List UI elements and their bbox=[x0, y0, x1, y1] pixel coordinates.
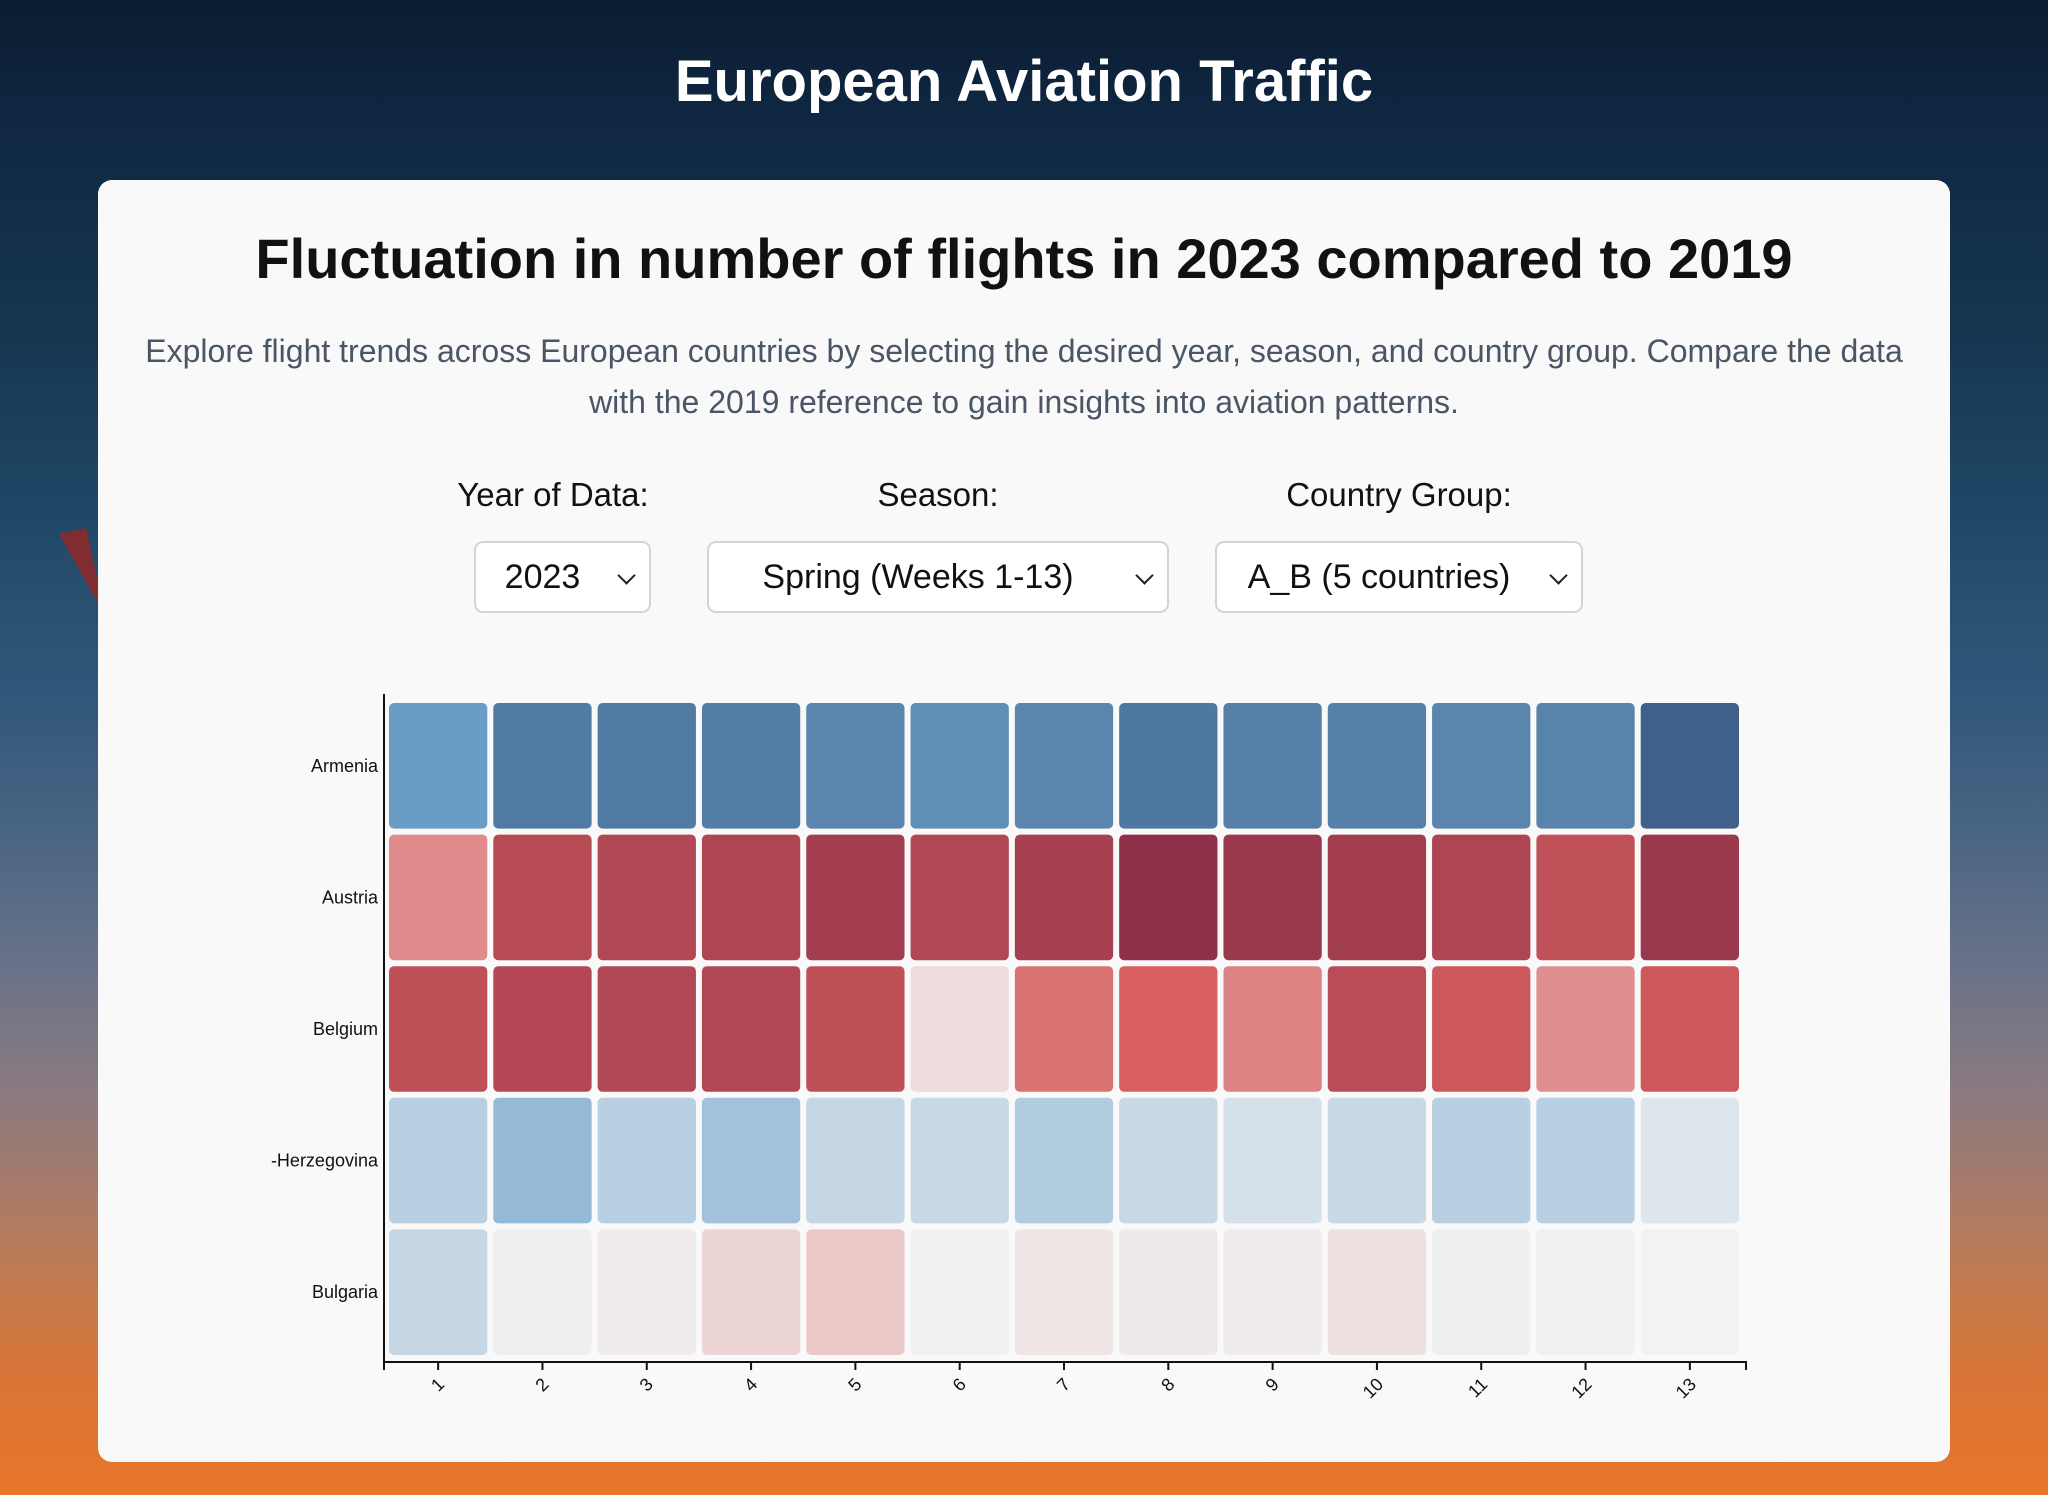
heatmap-chart: Armenia Austria Belgium -Herzegovina Bulgari… bbox=[271, 694, 1747, 1402]
heatmap-cell bbox=[1119, 834, 1218, 961]
x-tick-label: 3 bbox=[636, 1374, 657, 1395]
y-tick-label: -Herzegovina bbox=[271, 1151, 379, 1171]
chart-card: Fluctuation in number of flights in 2023… bbox=[98, 180, 1950, 1462]
heatmap-cell bbox=[1014, 1229, 1114, 1355]
heatmap-cell bbox=[701, 834, 801, 961]
season-select[interactable]: Spring (Weeks 1-13) bbox=[707, 541, 1169, 613]
heatmap-cell bbox=[1640, 966, 1739, 1092]
heatmap-cell bbox=[1223, 1097, 1322, 1224]
heatmap-cell bbox=[493, 966, 592, 1092]
heatmap-cell bbox=[493, 1097, 592, 1224]
heatmap-cell bbox=[1327, 703, 1427, 829]
heatmap-cell bbox=[806, 1097, 905, 1224]
y-tick-label: Belgium bbox=[313, 1019, 378, 1039]
heatmap-cell bbox=[1432, 966, 1531, 1092]
heatmap-cell bbox=[1119, 703, 1218, 829]
heatmap-cell bbox=[1432, 834, 1531, 961]
heatmap-cell bbox=[1536, 1097, 1635, 1224]
heatmap-cell bbox=[597, 966, 696, 1092]
heatmap-cell bbox=[1536, 966, 1635, 1092]
season-label: Season: bbox=[877, 476, 999, 513]
heatmap-cell bbox=[701, 966, 801, 1092]
x-tick-label: 1 bbox=[427, 1374, 448, 1395]
heatmap-cell bbox=[1327, 1097, 1427, 1224]
country-group-select-value: A_B (5 countries) bbox=[1247, 557, 1511, 596]
heatmap-cell bbox=[806, 1229, 905, 1355]
heatmap-cell bbox=[1119, 1229, 1218, 1355]
chart-description: Explore flight trends across European co… bbox=[145, 333, 1903, 420]
heatmap-cell bbox=[389, 1097, 488, 1224]
heatmap-cell bbox=[1223, 966, 1322, 1092]
heatmap-cell bbox=[1014, 834, 1114, 961]
heatmap-cell bbox=[910, 966, 1009, 1092]
heatmap-cell bbox=[1536, 703, 1635, 829]
year-select[interactable]: 2023 bbox=[474, 541, 651, 613]
heatmap-cell bbox=[1432, 1097, 1531, 1224]
heatmap-cell bbox=[1327, 1229, 1427, 1355]
heatmap-cell bbox=[806, 703, 905, 829]
heatmap-cell bbox=[1014, 1097, 1114, 1224]
heatmap-cell bbox=[1223, 834, 1322, 961]
x-tick-label: 7 bbox=[1053, 1374, 1074, 1395]
y-tick-label: Austria bbox=[322, 887, 379, 907]
heatmap-cell bbox=[493, 703, 592, 829]
heatmap-cell bbox=[1432, 1229, 1531, 1355]
year-select-value: 2023 bbox=[504, 557, 581, 596]
heatmap-cell bbox=[1536, 1229, 1635, 1355]
heatmap-cell bbox=[493, 834, 592, 961]
heatmap-cell bbox=[910, 703, 1009, 829]
x-tick-label: 13 bbox=[1672, 1374, 1700, 1402]
season-select-value: Spring (Weeks 1-13) bbox=[762, 557, 1074, 596]
country-group-label: Country Group: bbox=[1286, 476, 1512, 513]
heatmap-cell bbox=[597, 834, 696, 961]
heatmap-cell bbox=[389, 834, 488, 961]
x-tick-label: 10 bbox=[1359, 1374, 1387, 1402]
y-tick-label: Bulgaria bbox=[312, 1282, 379, 1302]
x-tick-label: 8 bbox=[1157, 1374, 1178, 1395]
heatmap-cell bbox=[1014, 966, 1114, 1092]
heatmap-cell bbox=[910, 1229, 1009, 1355]
heatmap-cell bbox=[1640, 834, 1739, 961]
heatmap-cell bbox=[910, 834, 1009, 961]
x-tick-label: 12 bbox=[1567, 1374, 1595, 1402]
heatmap-cell bbox=[806, 834, 905, 961]
heatmap-cell bbox=[701, 703, 801, 829]
heatmap-cell bbox=[701, 1229, 801, 1355]
heatmap-cell bbox=[1432, 703, 1531, 829]
heatmap-cell bbox=[1327, 834, 1427, 961]
x-tick-label: 4 bbox=[740, 1374, 761, 1395]
heatmap-cell bbox=[910, 1097, 1009, 1224]
x-tick-label: 9 bbox=[1262, 1374, 1283, 1395]
heatmap-cell bbox=[1640, 1229, 1739, 1355]
heatmap-cell bbox=[1536, 834, 1635, 961]
heatmap-cell bbox=[597, 703, 696, 829]
heatmap-cell bbox=[1223, 703, 1322, 829]
x-tick-label: 11 bbox=[1464, 1374, 1491, 1401]
chart-title: Fluctuation in number of flights in 2023… bbox=[255, 227, 1793, 290]
heatmap-cell bbox=[389, 703, 488, 829]
x-tick-label: 5 bbox=[844, 1374, 865, 1395]
heatmap-cell bbox=[597, 1229, 696, 1355]
heatmap-cell bbox=[701, 1097, 801, 1224]
heatmap-cell bbox=[1014, 703, 1114, 829]
heatmap-cell bbox=[1640, 1097, 1739, 1224]
x-tick-label: 6 bbox=[949, 1374, 970, 1395]
app-title: European Aviation Traffic bbox=[674, 49, 1374, 114]
year-label: Year of Data: bbox=[457, 476, 649, 513]
country-group-select[interactable]: A_B (5 countries) bbox=[1215, 541, 1583, 613]
heatmap-cell bbox=[493, 1229, 592, 1355]
heatmap-cell bbox=[1327, 966, 1427, 1092]
heatmap-cell bbox=[1119, 1097, 1218, 1224]
heatmap-cell bbox=[389, 1229, 488, 1355]
heatmap-cell bbox=[1223, 1229, 1322, 1355]
heatmap-cell bbox=[389, 966, 488, 1092]
heatmap-cell bbox=[1640, 703, 1739, 829]
heatmap-cell bbox=[806, 966, 905, 1092]
x-tick-label: 2 bbox=[531, 1374, 552, 1395]
heatmap-cell bbox=[597, 1097, 696, 1224]
y-tick-label: Armenia bbox=[311, 756, 379, 776]
heatmap-cell bbox=[1119, 966, 1218, 1092]
